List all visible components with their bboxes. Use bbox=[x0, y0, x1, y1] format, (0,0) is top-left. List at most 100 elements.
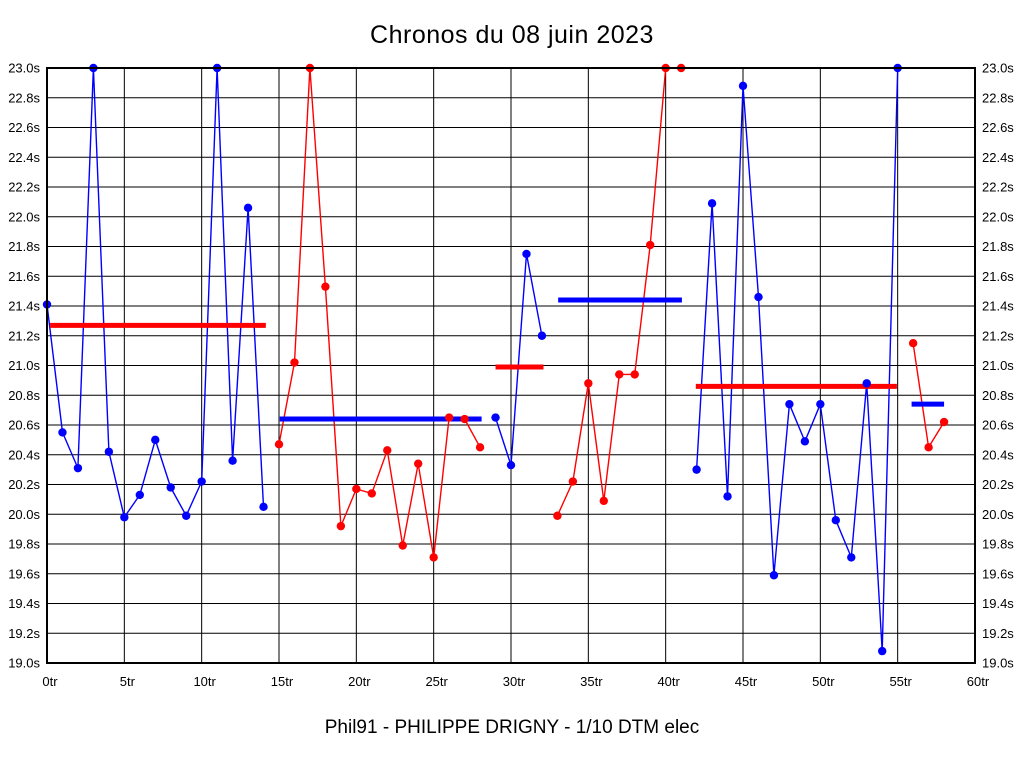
svg-text:20.4s: 20.4s bbox=[982, 447, 1014, 462]
lap-point bbox=[197, 477, 206, 486]
lap-point bbox=[475, 443, 485, 452]
svg-text:20.0s: 20.0s bbox=[982, 507, 1014, 522]
svg-text:21.4s: 21.4s bbox=[8, 299, 40, 314]
lap-point bbox=[491, 413, 500, 422]
series-line-stint-3 bbox=[494, 253, 543, 466]
stint-average-lines bbox=[50, 297, 945, 422]
lap-point bbox=[939, 417, 949, 427]
lap-point bbox=[537, 331, 547, 340]
svg-text:22.4s: 22.4s bbox=[8, 150, 40, 165]
series-line-stint-4 bbox=[556, 67, 682, 516]
svg-text:19.6s: 19.6s bbox=[8, 566, 40, 581]
svg-text:22.8s: 22.8s bbox=[8, 90, 40, 105]
svg-text:21.8s: 21.8s bbox=[982, 239, 1014, 254]
lap-point bbox=[398, 541, 407, 550]
lap-point bbox=[460, 414, 469, 424]
lap-time-markers bbox=[42, 63, 949, 656]
svg-text:19.8s: 19.8s bbox=[8, 537, 40, 552]
lap-point bbox=[862, 379, 871, 388]
svg-text:19.2s: 19.2s bbox=[982, 626, 1014, 641]
lap-point bbox=[769, 571, 779, 580]
lap-point bbox=[522, 249, 531, 259]
lap-point bbox=[599, 496, 608, 506]
x-axis-labels: 0tr 5tr 10tr 15tr 20tr 25tr 30tr 35tr 40tr 45tr 50… bbox=[42, 674, 989, 689]
svg-text:10tr: 10tr bbox=[193, 674, 216, 689]
lap-point bbox=[429, 553, 438, 562]
svg-text:22.8s: 22.8s bbox=[982, 90, 1014, 105]
y-axis-labels-right: 23.0s 22.8s 22.6s 22.4s 22.2s 22.0s 21.8s 21.6s… bbox=[982, 61, 1014, 671]
lap-time-series-lines bbox=[46, 67, 945, 652]
lap-point bbox=[646, 240, 655, 250]
lap-point bbox=[414, 459, 423, 468]
series-line-stint-5 bbox=[695, 67, 899, 652]
svg-text:21.2s: 21.2s bbox=[982, 328, 1014, 343]
lap-point bbox=[506, 460, 516, 470]
chart-title: Chronos du 08 juin 2023 bbox=[370, 21, 654, 49]
svg-text:20.8s: 20.8s bbox=[8, 388, 40, 403]
svg-text:60tr: 60tr bbox=[967, 674, 990, 689]
lap-point bbox=[831, 516, 840, 525]
lap-point bbox=[847, 553, 856, 562]
lap-point bbox=[259, 502, 268, 512]
svg-text:20.4s: 20.4s bbox=[8, 447, 40, 462]
svg-text:21.2s: 21.2s bbox=[8, 328, 40, 343]
svg-text:22.0s: 22.0s bbox=[982, 209, 1014, 224]
svg-text:21.0s: 21.0s bbox=[8, 358, 40, 373]
svg-text:15tr: 15tr bbox=[271, 674, 294, 689]
lap-point bbox=[553, 511, 562, 520]
svg-text:20.8s: 20.8s bbox=[982, 388, 1014, 403]
lap-point bbox=[290, 358, 299, 367]
svg-text:20.6s: 20.6s bbox=[982, 418, 1014, 433]
lap-point bbox=[383, 446, 392, 455]
lap-point bbox=[800, 437, 810, 446]
lap-point bbox=[924, 443, 933, 452]
svg-text:19.6s: 19.6s bbox=[982, 566, 1014, 581]
svg-text:19.0s: 19.0s bbox=[8, 656, 40, 671]
lap-point bbox=[584, 379, 593, 388]
svg-text:30tr: 30tr bbox=[503, 674, 526, 689]
svg-text:22.2s: 22.2s bbox=[8, 180, 40, 195]
svg-text:20.0s: 20.0s bbox=[8, 507, 40, 522]
lap-point bbox=[908, 338, 918, 348]
svg-text:22.0s: 22.0s bbox=[8, 209, 40, 224]
lap-point bbox=[182, 511, 191, 520]
svg-text:20.2s: 20.2s bbox=[982, 477, 1014, 492]
svg-text:22.2s: 22.2s bbox=[982, 180, 1014, 195]
lap-point bbox=[104, 447, 114, 456]
svg-text:55tr: 55tr bbox=[889, 674, 912, 689]
series-line-stint-1 bbox=[46, 67, 265, 518]
svg-text:19.0s: 19.0s bbox=[982, 656, 1014, 671]
svg-text:25tr: 25tr bbox=[425, 674, 448, 689]
svg-text:50tr: 50tr bbox=[812, 674, 835, 689]
lap-point bbox=[73, 463, 83, 473]
lap-point bbox=[878, 646, 887, 656]
lap-point bbox=[336, 521, 346, 531]
svg-text:45tr: 45tr bbox=[735, 674, 758, 689]
lap-point bbox=[274, 440, 284, 449]
svg-text:20.6s: 20.6s bbox=[8, 418, 40, 433]
svg-text:20tr: 20tr bbox=[348, 674, 371, 689]
lap-point bbox=[615, 370, 624, 379]
lap-point bbox=[785, 399, 794, 409]
lap-point bbox=[166, 483, 175, 492]
svg-text:0tr: 0tr bbox=[42, 674, 58, 689]
lap-point bbox=[135, 490, 144, 500]
lap-point bbox=[816, 399, 825, 409]
svg-text:23.0s: 23.0s bbox=[8, 61, 40, 76]
lap-point bbox=[120, 513, 129, 522]
svg-text:19.2s: 19.2s bbox=[8, 626, 40, 641]
svg-text:21.0s: 21.0s bbox=[982, 358, 1014, 373]
svg-text:19.4s: 19.4s bbox=[8, 596, 40, 611]
lap-point bbox=[692, 465, 701, 474]
svg-text:21.6s: 21.6s bbox=[8, 269, 40, 284]
lap-point bbox=[444, 413, 454, 422]
lap-point bbox=[630, 370, 639, 379]
lap-point bbox=[707, 199, 717, 208]
lap-point bbox=[738, 81, 748, 91]
svg-text:21.6s: 21.6s bbox=[982, 269, 1014, 284]
svg-text:19.4s: 19.4s bbox=[982, 596, 1014, 611]
lap-point bbox=[228, 456, 237, 465]
svg-text:19.8s: 19.8s bbox=[982, 537, 1014, 552]
lap-point bbox=[367, 489, 376, 498]
